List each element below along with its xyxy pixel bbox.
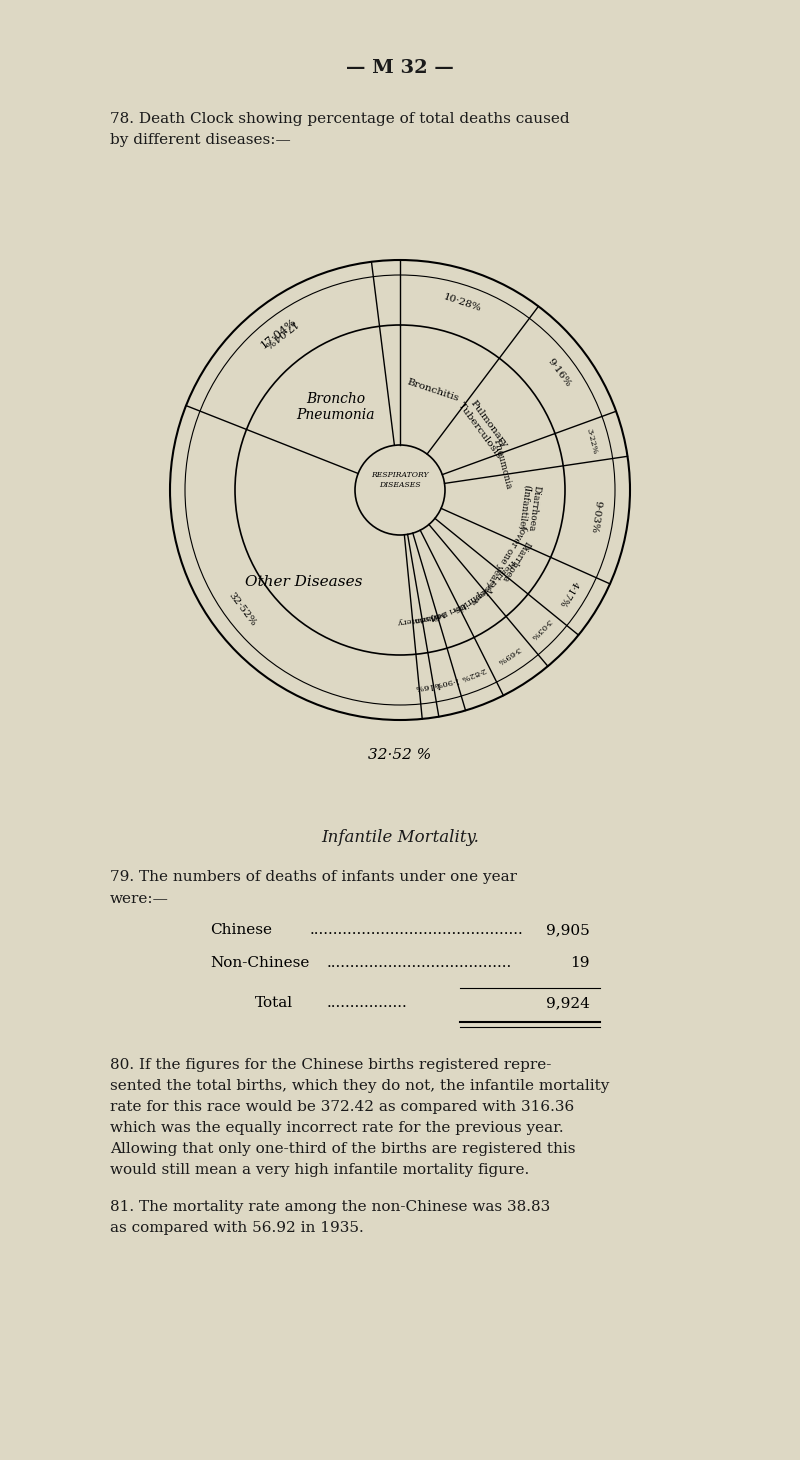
Text: 3·22%: 3·22%: [584, 428, 598, 456]
Text: 9,924: 9,924: [546, 996, 590, 1010]
Text: Other Diseases: Other Diseases: [246, 575, 363, 590]
Text: 10·28%: 10·28%: [442, 292, 483, 314]
Text: Allowing that only one-third of the births are registered this: Allowing that only one-third of the birt…: [110, 1142, 575, 1156]
Text: 2·82%: 2·82%: [459, 664, 486, 682]
Text: sented the total births, which they do not, the infantile mortality: sented the total births, which they do n…: [110, 1079, 610, 1094]
Text: were:—: were:—: [110, 892, 169, 907]
Text: Beri Beri: Beri Beri: [429, 600, 467, 622]
Text: Nephritis: Nephritis: [451, 583, 492, 615]
Text: by different diseases:—: by different diseases:—: [110, 133, 290, 147]
Text: 4·17%: 4·17%: [557, 578, 579, 607]
Text: Malaria: Malaria: [413, 609, 446, 625]
Text: would still mean a very high infantile mortality figure.: would still mean a very high infantile m…: [110, 1164, 530, 1177]
Text: 19: 19: [570, 956, 590, 969]
Text: 1·90%: 1·90%: [431, 676, 458, 689]
Text: Heart Disease: Heart Disease: [469, 558, 517, 606]
Text: .............................................: ........................................…: [310, 923, 524, 937]
Text: 80. If the figures for the Chinese births registered repre-: 80. If the figures for the Chinese birth…: [110, 1058, 551, 1072]
Text: Bronchitis: Bronchitis: [406, 378, 461, 403]
Text: Pneumonia: Pneumonia: [491, 438, 513, 491]
Text: 17·04%: 17·04%: [259, 317, 299, 350]
Text: 9·16%: 9·16%: [546, 356, 572, 388]
Text: Dysentery: Dysentery: [395, 612, 439, 626]
Text: 1·16%: 1·16%: [413, 680, 440, 692]
Text: 3·03%: 3·03%: [529, 616, 553, 641]
Text: Pulmonary
Tuberculosis: Pulmonary Tuberculosis: [457, 394, 512, 460]
Text: Diarrhoea
(over one year): Diarrhoea (over one year): [484, 523, 538, 593]
Text: Infantile Mortality.: Infantile Mortality.: [321, 829, 479, 847]
Text: 32·52 %: 32·52 %: [368, 748, 432, 762]
Text: RESPIRATORY
DISEASES: RESPIRATORY DISEASES: [371, 472, 429, 489]
Text: 3·69%: 3·69%: [495, 644, 522, 666]
Text: 9·03%: 9·03%: [589, 499, 602, 534]
Text: which was the equally incorrect rate for the previous year.: which was the equally incorrect rate for…: [110, 1121, 564, 1134]
Text: Chinese: Chinese: [210, 923, 272, 937]
Text: 79. The numbers of deaths of infants under one year: 79. The numbers of deaths of infants und…: [110, 870, 517, 883]
Text: as compared with 56.92 in 1935.: as compared with 56.92 in 1935.: [110, 1221, 364, 1235]
Text: Non-Chinese: Non-Chinese: [210, 956, 310, 969]
Text: Diarrhoea
(Infantile): Diarrhoea (Infantile): [516, 483, 542, 531]
Text: 9,905: 9,905: [546, 923, 590, 937]
Text: — M 32 —: — M 32 —: [346, 58, 454, 77]
Text: .......................................: .......................................: [327, 956, 512, 969]
Text: Broncho
Pneumonia: Broncho Pneumonia: [296, 391, 375, 422]
Text: 78. Death Clock showing percentage of total deaths caused: 78. Death Clock showing percentage of to…: [110, 112, 570, 126]
Text: Total: Total: [255, 996, 293, 1010]
Text: 32·52%: 32·52%: [226, 590, 258, 628]
Text: 17·04%: 17·04%: [261, 318, 298, 349]
Text: rate for this race would be 372.42 as compared with 316.36: rate for this race would be 372.42 as co…: [110, 1099, 574, 1114]
Text: 81. The mortality rate among the non-Chinese was 38.83: 81. The mortality rate among the non-Chi…: [110, 1200, 550, 1215]
Text: .................: .................: [327, 996, 408, 1010]
